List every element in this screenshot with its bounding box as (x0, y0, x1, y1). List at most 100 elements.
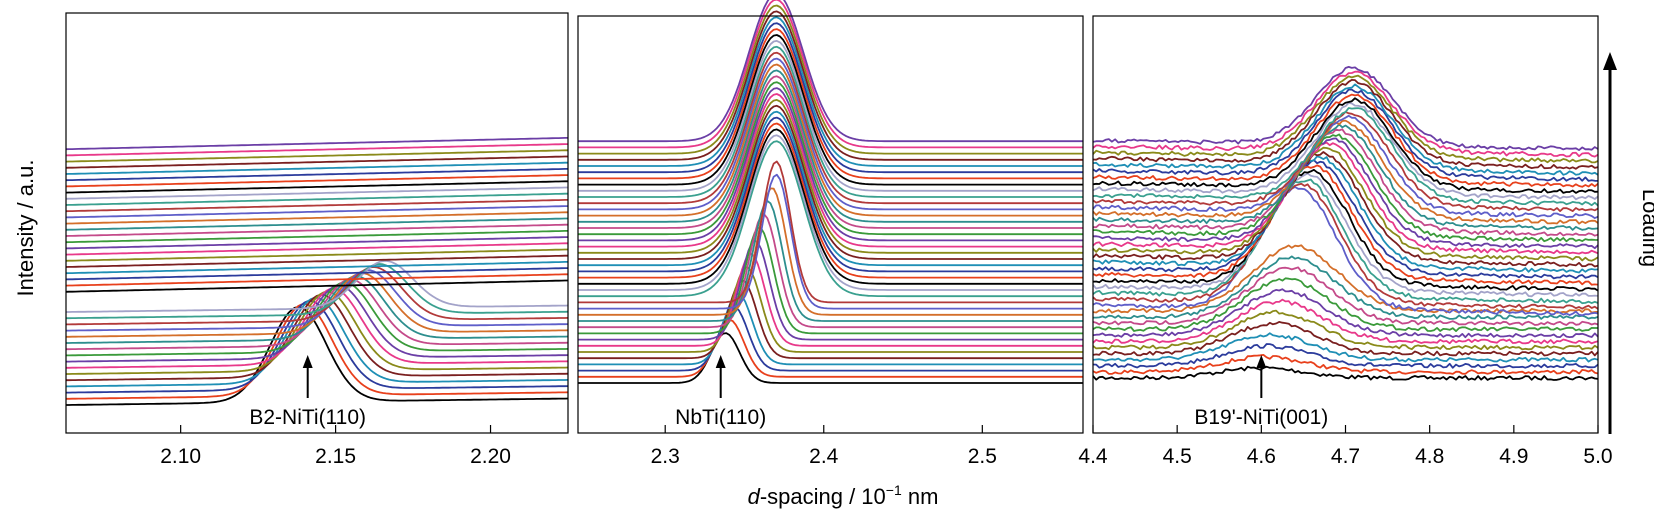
series-38-line (578, 4, 1083, 155)
x-tick-label: 4.9 (1499, 445, 1528, 468)
annotation-arrowhead (1256, 355, 1267, 368)
series-18-line (65, 273, 568, 287)
series-27-line (578, 69, 1083, 223)
series-37-line (1092, 79, 1599, 170)
series-25-line (1093, 133, 1599, 243)
series-37-line (578, 10, 1083, 161)
series-11-line (1093, 255, 1599, 320)
series-29-line (578, 57, 1083, 211)
series-10-line (578, 213, 1083, 329)
series-21-line (578, 104, 1083, 260)
series-34-line (578, 28, 1083, 180)
series-26-line (65, 223, 568, 237)
series-13-line (1092, 186, 1599, 317)
x-tick-label: 2.20 (470, 445, 511, 468)
series-2-line (1092, 353, 1599, 375)
x-tick-label: 2.4 (809, 445, 839, 468)
series-32-line (578, 40, 1083, 192)
x-tick-label: 4.6 (1247, 445, 1276, 468)
series-15-line (66, 263, 569, 320)
series-25-line (65, 229, 568, 244)
series-26-line (578, 75, 1083, 229)
series-14-line (66, 266, 569, 326)
series-1-line (578, 332, 1083, 384)
series-16-line (578, 134, 1083, 291)
series-1-line (66, 306, 569, 406)
series-26-line (1093, 128, 1599, 237)
series-35-line (65, 167, 568, 182)
series-39-line (1092, 70, 1599, 158)
series-33-line (1092, 97, 1599, 194)
series-11-line (578, 200, 1083, 322)
series-30-line (578, 51, 1083, 205)
series-18-line (1092, 164, 1599, 286)
series-20-line (65, 260, 568, 275)
loading-label: Loading (1638, 189, 1654, 267)
series-8-line (578, 239, 1083, 341)
series-10-line (1092, 266, 1599, 326)
x-tick-label: 2.15 (315, 445, 356, 468)
series-38-line (1092, 74, 1599, 164)
series-19-line (1092, 159, 1599, 280)
series-14-line (578, 160, 1083, 304)
series-30-line (65, 198, 568, 213)
series-32-line (1092, 102, 1599, 201)
series-20-line (578, 110, 1083, 267)
annotation-arrowhead (715, 355, 726, 368)
series-13-line (66, 269, 569, 332)
series-39-line (578, 0, 1083, 149)
series-12-line (1092, 244, 1599, 314)
series-19-line (65, 267, 568, 281)
series-27-line (1092, 123, 1599, 231)
series-12-line (578, 187, 1083, 316)
series-40-line (1092, 66, 1599, 152)
x-tick-label: 4.5 (1163, 445, 1192, 468)
series-14-line (1092, 182, 1599, 310)
annotation-arrowhead (302, 355, 313, 368)
x-tick-label: 2.5 (968, 445, 997, 468)
series-38-line (65, 149, 568, 163)
series-31-line (65, 192, 568, 206)
panel-b19-niti: 4.4 4.5 4.6 4.7 4.8 4.9 5.0 B19'-NiTi(001) (1078, 15, 1613, 468)
panel-nbti: 2.3 2.4 2.5 NbTi(110) (577, 0, 1084, 468)
series-31-line (1092, 107, 1599, 207)
series-5-line (66, 293, 569, 382)
series-16-line (1092, 172, 1599, 298)
series-18-line (578, 122, 1083, 279)
series-33-line (578, 34, 1083, 186)
series-17-line (1092, 168, 1599, 292)
series-40-line (578, 0, 1083, 143)
peak-annotation-label: B19'-NiTi(001) (1194, 406, 1328, 429)
x-tick-label: 5.0 (1583, 445, 1612, 468)
series-23-line (578, 93, 1083, 248)
series-3-line (578, 305, 1083, 372)
peak-annotation-label: NbTi(110) (675, 406, 766, 429)
series-7-line (1092, 298, 1599, 345)
series-9-line (1092, 277, 1598, 333)
series-33-line (65, 180, 568, 194)
series-20-line (1092, 155, 1599, 274)
series-15-line (578, 140, 1083, 298)
x-tick-label: 2.10 (160, 445, 201, 468)
series-16-line (66, 259, 569, 313)
series-17-line (578, 128, 1083, 285)
series-27-line (65, 217, 568, 231)
series-7-line (66, 287, 569, 369)
series-34-line (65, 174, 568, 188)
series-21-line (1092, 151, 1599, 268)
series-6-line (66, 290, 569, 375)
series-2-line (578, 318, 1083, 378)
series-19-line (578, 116, 1083, 273)
series-6-line (578, 266, 1083, 353)
peak-annotation-label: B2-NiTi(110) (249, 406, 366, 429)
series-24-line (578, 87, 1083, 242)
series-24-line (65, 236, 568, 250)
series-1-line (1092, 365, 1599, 381)
panel-frame (577, 15, 1084, 434)
series-39-line (65, 143, 568, 157)
series-24-line (1092, 137, 1599, 250)
series-4-line (1092, 332, 1599, 363)
series-28-line (1092, 119, 1599, 225)
series-32-line (65, 186, 568, 200)
